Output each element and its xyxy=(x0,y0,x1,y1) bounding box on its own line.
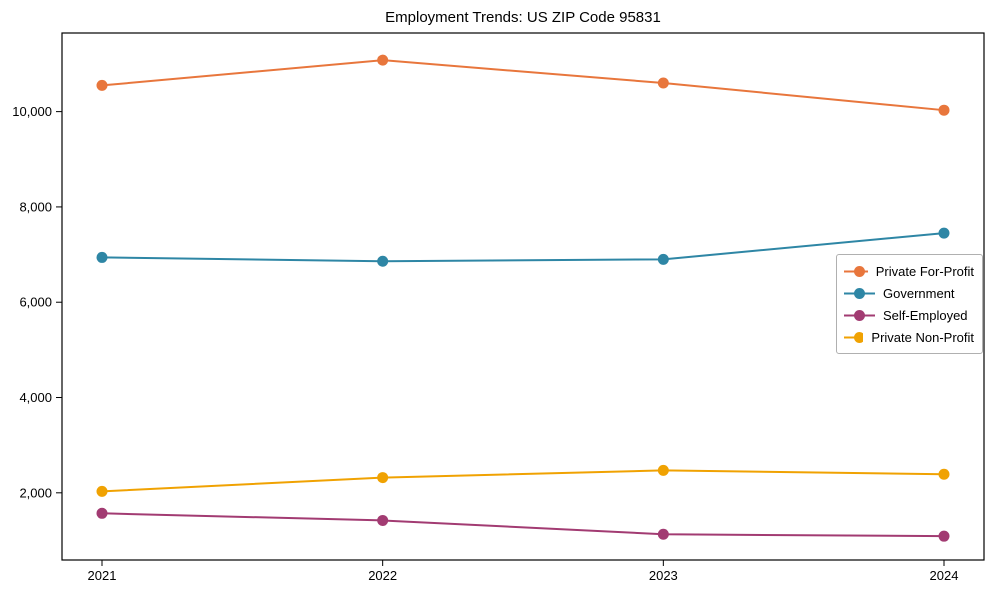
data-point-self-employed-2021 xyxy=(96,507,108,519)
legend-item-label: Private Non-Profit xyxy=(871,329,974,345)
legend-item-self-employed: Self-Employed xyxy=(844,304,974,326)
data-point-private-non-profit-2023 xyxy=(657,464,669,476)
data-point-self-employed-2023 xyxy=(657,528,669,540)
y-axis-tick-label: 4,000 xyxy=(19,390,52,405)
y-axis-tick-label: 6,000 xyxy=(19,295,52,310)
series-line-private-non-profit xyxy=(101,469,945,493)
data-point-government-2024 xyxy=(938,227,950,239)
series-line-government xyxy=(101,232,945,263)
legend-item-label: Private For-Profit xyxy=(875,263,974,279)
data-point-self-employed-2022 xyxy=(377,514,389,526)
y-axis-tick-label: 10,000 xyxy=(12,104,52,119)
data-point-government-2023 xyxy=(657,253,669,265)
x-axis-tick-label: 2021 xyxy=(88,568,117,583)
legend-item-government: Government xyxy=(844,282,974,304)
chart-title: Employment Trends: US ZIP Code 95831 xyxy=(385,9,661,26)
legend-item-label: Government xyxy=(883,285,955,301)
data-point-private-for-profit-2022 xyxy=(377,54,389,66)
legend-line-marker-icon xyxy=(844,331,864,343)
series-line-private-for-profit xyxy=(101,59,945,112)
data-point-private-for-profit-2024 xyxy=(938,104,950,116)
y-axis-tick-label: 2,000 xyxy=(19,485,52,500)
legend-line-marker-icon xyxy=(844,309,875,321)
data-point-private-non-profit-2021 xyxy=(96,485,108,497)
data-point-government-2022 xyxy=(377,255,389,267)
x-axis-tick-label: 2024 xyxy=(930,568,959,583)
axes-frame xyxy=(61,32,985,561)
data-point-private-non-profit-2022 xyxy=(377,472,389,484)
x-axis-tick-label: 2022 xyxy=(368,568,397,583)
legend-line-marker-icon xyxy=(844,287,875,299)
data-point-government-2021 xyxy=(96,251,108,263)
data-point-private-for-profit-2023 xyxy=(657,77,669,89)
data-point-private-non-profit-2024 xyxy=(938,468,950,480)
legend-item-private-non-profit: Private Non-Profit xyxy=(844,326,974,348)
data-point-self-employed-2024 xyxy=(938,530,950,542)
series-line-self-employed xyxy=(101,512,945,538)
legend-item-private-for-profit: Private For-Profit xyxy=(844,260,974,282)
x-axis-tick-label: 2023 xyxy=(649,568,678,583)
legend-item-label: Self-Employed xyxy=(883,307,968,323)
y-axis-tick-label: 8,000 xyxy=(19,199,52,214)
data-point-private-for-profit-2021 xyxy=(96,79,108,91)
legend-line-marker-icon xyxy=(844,265,868,277)
legend: Private For-Profit Government Self-Employe… xyxy=(836,254,983,354)
